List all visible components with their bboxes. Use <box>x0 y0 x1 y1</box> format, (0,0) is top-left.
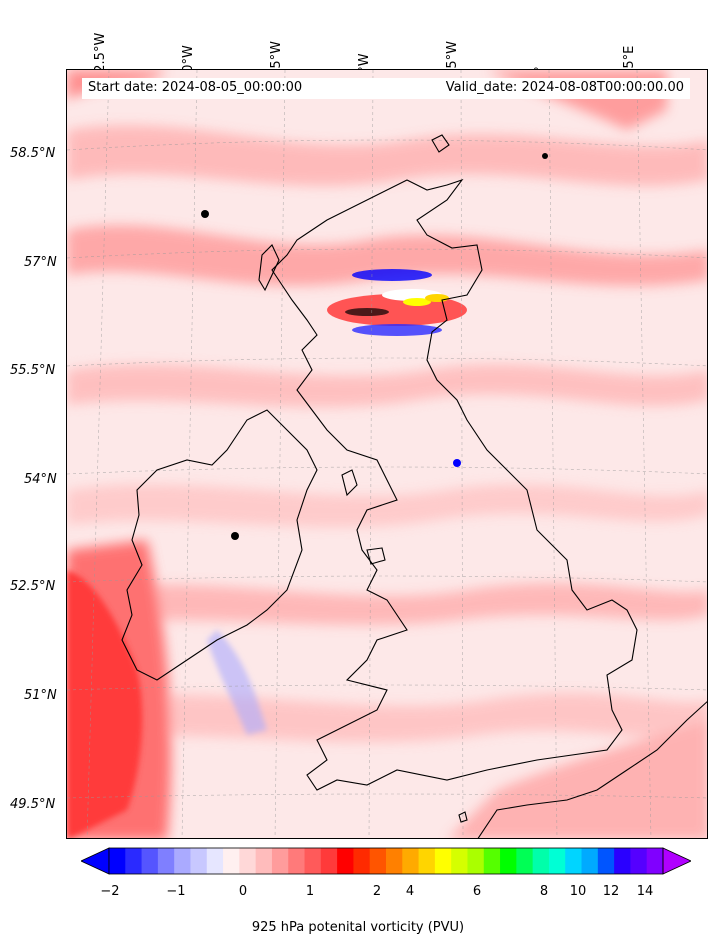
ireland-coast <box>121 409 318 681</box>
colorbar-tick-label: 2 <box>372 884 382 899</box>
date-banner: Start date: 2024-08-05_00:00:00 Valid_da… <box>82 78 690 99</box>
lat-label-54n: 54°N <box>24 472 57 487</box>
colorbar-tick-label: 12 <box>602 884 620 899</box>
pv-spot <box>201 210 209 218</box>
colorbar-swatch <box>516 848 534 874</box>
colorbar-swatch <box>125 848 143 874</box>
colorbar-swatch <box>597 848 615 874</box>
colorbar-swatch <box>418 848 436 874</box>
colorbar-swatch <box>271 848 289 874</box>
colorbar-swatch <box>190 848 208 874</box>
isle-of-man-coast <box>341 469 358 497</box>
colorbar-swatch <box>174 848 191 874</box>
colorbar-over-arrow <box>662 847 691 875</box>
colorbar-swatch <box>402 848 420 874</box>
valid-date: Valid_date: 2024-08-08T00:00:00.00 <box>445 80 684 95</box>
colorbar-tick-label: −2 <box>100 884 120 899</box>
colorbar-swatch <box>646 848 664 874</box>
channel-islands-coast <box>458 811 468 823</box>
lat-label-52.5n: 52.5°N <box>10 579 56 594</box>
colorbar-swatch <box>467 848 485 874</box>
colorbar-swatch <box>320 848 338 874</box>
colorbar-swatch <box>304 848 322 874</box>
colorbar-swatch <box>532 848 550 874</box>
colorbar-tick-label: 6 <box>472 884 482 899</box>
colorbar-swatch <box>206 848 224 874</box>
continent-coast <box>477 701 707 838</box>
scotland-pv-cluster <box>327 269 467 336</box>
lat-label-49.5n: 49.5°N <box>10 797 56 812</box>
colorbar-under-arrow <box>81 847 110 875</box>
colorbar-tick-label: 0 <box>238 884 248 899</box>
lat-label-55.5n: 55.5°N <box>10 363 56 378</box>
colorbar-swatch <box>614 848 631 874</box>
coastlines <box>121 134 707 838</box>
colorbar-swatch <box>483 848 501 874</box>
colorbar-swatch <box>157 848 175 874</box>
colorbar-tick-label: 4 <box>405 884 415 899</box>
colorbar-swatch <box>451 848 468 874</box>
colorbar-swatch <box>353 848 371 874</box>
colorbar-swatch <box>337 848 354 874</box>
colorbar-swatch <box>434 848 452 874</box>
colorbar-swatch <box>223 848 240 874</box>
pv-spot <box>453 459 461 467</box>
colorbar-swatch <box>548 848 566 874</box>
colorbar-swatch <box>109 848 126 874</box>
colorbar-tick-label: 8 <box>539 884 549 899</box>
lat-label-58.5n: 58.5°N <box>10 146 56 161</box>
colorbar-swatch <box>239 848 257 874</box>
map-field-svg <box>67 70 707 838</box>
sw-red-patch <box>67 570 267 838</box>
start-date: Start date: 2024-08-05_00:00:00 <box>88 80 303 95</box>
pv-spot <box>542 153 548 159</box>
colorbar-swatch <box>386 848 403 874</box>
anglesey-coast <box>366 547 386 565</box>
colorbar-swatch <box>255 848 273 874</box>
colorbar <box>81 847 691 875</box>
colorbar-swatch <box>630 848 648 874</box>
colorbar-swatch <box>565 848 583 874</box>
colorbar-frame <box>108 847 664 875</box>
lat-label-57n: 57°N <box>24 255 57 270</box>
colorbar-tick-label: 10 <box>569 884 587 899</box>
lat-label-51n: 51°N <box>24 688 57 703</box>
colorbar-swatch <box>141 848 159 874</box>
outer-hebrides-coast <box>258 244 280 292</box>
orkney-coast <box>431 134 450 153</box>
pv-map: Start date: 2024-08-05_00:00:00 Valid_da… <box>66 69 708 839</box>
colorbar-label: 925 hPa potenital vorticity (PVU) <box>251 920 465 935</box>
colorbar-tick-label: 14 <box>636 884 654 899</box>
colorbar-tick-label: 1 <box>305 884 315 899</box>
colorbar-swatch <box>288 848 306 874</box>
colorbar-swatch <box>369 848 387 874</box>
great-britain-coast <box>271 178 638 791</box>
colorbar-swatch <box>500 848 517 874</box>
pv-spot <box>231 532 239 540</box>
graticule <box>67 70 707 838</box>
colorbar-swatch <box>581 848 599 874</box>
colorbar-tick-label: −1 <box>166 884 186 899</box>
